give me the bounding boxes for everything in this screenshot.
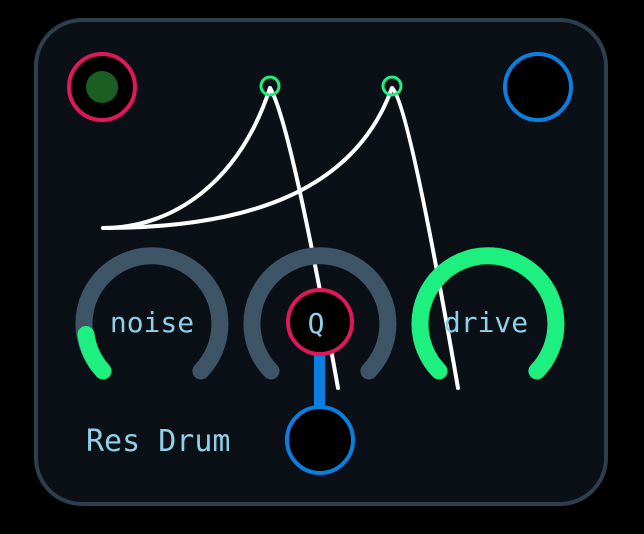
bottom-output-port[interactable]: [285, 405, 355, 475]
led-indicator-icon: [86, 71, 118, 103]
noise-knob-value-arc: [77, 326, 112, 380]
q-knob-label: Q: [308, 307, 325, 340]
q-knob[interactable]: [243, 247, 397, 380]
trigger-input-port[interactable]: [67, 52, 137, 122]
drive-knob-label: drive: [444, 306, 528, 339]
envelope-decay-2: [390, 86, 460, 390]
audio-output-port[interactable]: [503, 52, 573, 122]
noise-knob-label: noise: [110, 306, 194, 339]
q-knob-track: [243, 247, 397, 380]
drive-knob[interactable]: drive: [411, 247, 565, 380]
q-cv-connector: [314, 355, 325, 407]
envelope-node-1[interactable]: [259, 75, 281, 97]
module-title: Res Drum: [86, 424, 231, 459]
drive-knob-value-arc: [411, 247, 565, 380]
envelope-curve-2: [101, 86, 394, 230]
noise-knob[interactable]: noise: [75, 247, 229, 380]
envelope-node-2[interactable]: [381, 75, 403, 97]
q-cv-input-port[interactable]: Q: [286, 288, 354, 356]
